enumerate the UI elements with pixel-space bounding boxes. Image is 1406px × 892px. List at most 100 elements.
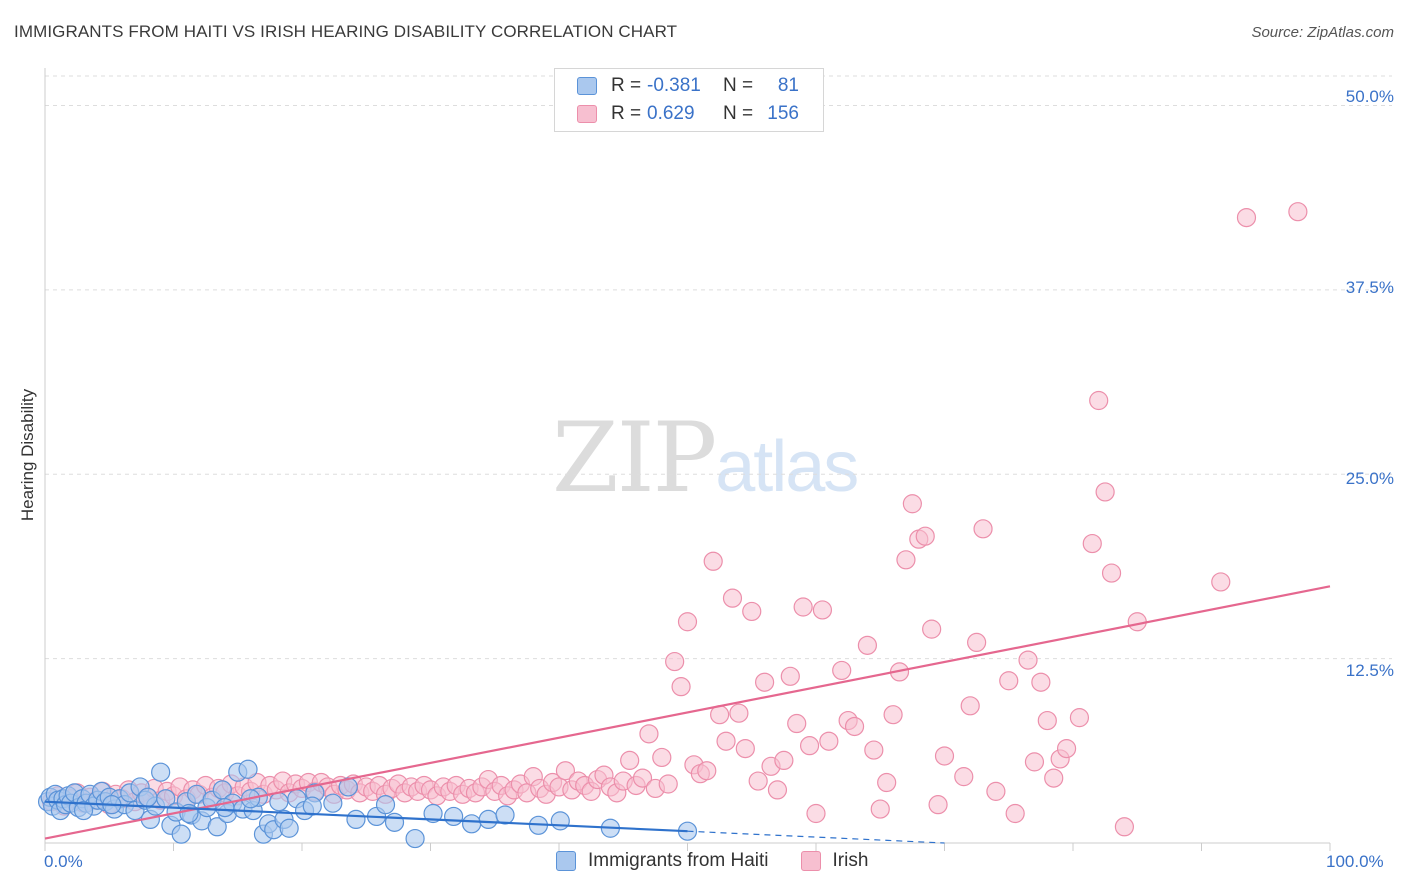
n-value: 156	[767, 103, 799, 124]
irish-point	[639, 724, 659, 744]
irish-point	[1069, 708, 1090, 728]
n-label: N =	[723, 75, 754, 96]
irish-point	[928, 795, 948, 815]
irish-point	[742, 601, 762, 622]
haiti-point	[269, 792, 289, 812]
irish-point	[799, 736, 820, 756]
irish-point	[729, 703, 749, 723]
irish-point	[1024, 752, 1045, 772]
irish-swatch	[800, 851, 821, 871]
y-tick-label: 50.0%	[1345, 87, 1394, 106]
irish-point	[665, 651, 685, 672]
irish-point	[677, 612, 698, 632]
y-tick-label: 12.5%	[1345, 661, 1394, 680]
haiti-swatch	[556, 851, 576, 871]
irish-point	[1114, 817, 1135, 837]
irish-point	[1127, 612, 1147, 632]
irish-point	[967, 632, 987, 653]
irish-point	[774, 750, 794, 771]
irish-point	[1236, 208, 1257, 228]
irish-point	[1031, 672, 1051, 692]
irish-point	[555, 761, 576, 781]
irish-point	[1056, 738, 1077, 759]
irish-point	[844, 716, 865, 737]
legend-row-irish: R = 0.629 N = 156	[577, 102, 799, 126]
irish-point	[986, 781, 1006, 801]
irish-point	[922, 619, 942, 639]
irish-point	[934, 746, 955, 766]
haiti-point	[73, 800, 94, 821]
irish-point	[832, 660, 852, 681]
irish-point	[1005, 803, 1025, 824]
n-value: 81	[777, 75, 799, 96]
series-legend: Immigrants from Haiti Irish	[556, 850, 900, 872]
y-tick-label: 25.0%	[1345, 469, 1394, 488]
haiti-point	[444, 806, 464, 827]
r-label: R =	[611, 75, 642, 96]
irish-point	[819, 731, 839, 751]
watermark-zip: ZIP	[552, 402, 717, 514]
irish-point	[902, 494, 922, 514]
haiti-point	[462, 814, 482, 834]
irish-point	[620, 750, 640, 771]
irish-point	[703, 551, 723, 571]
irish-point	[1211, 572, 1231, 592]
haiti-point	[423, 803, 443, 824]
irish-point	[1037, 710, 1057, 731]
irish-point	[960, 696, 980, 716]
irish-point	[754, 672, 775, 692]
legend-item-haiti[interactable]: Immigrants from Haiti	[556, 850, 769, 872]
irish-point	[748, 771, 768, 791]
haiti-point	[495, 805, 515, 825]
irish-point	[787, 713, 807, 734]
irish-point	[864, 740, 884, 760]
haiti-point	[238, 759, 258, 779]
irish-point	[1018, 650, 1038, 670]
irish-point	[697, 761, 717, 781]
haiti-point	[346, 809, 366, 830]
haiti-point	[323, 793, 343, 813]
haiti-point	[384, 812, 405, 832]
irish-swatch	[577, 105, 597, 123]
chart-title: IMMIGRANTS FROM HAITI VS IRISH HEARING D…	[14, 22, 678, 41]
haiti-point	[405, 828, 425, 849]
irish-point	[954, 767, 974, 787]
irish-point	[716, 731, 736, 751]
haiti-point	[171, 824, 191, 844]
haiti-point	[302, 796, 322, 816]
haiti-trend-extension	[687, 830, 945, 844]
irish-point	[896, 550, 916, 570]
irish-point	[915, 526, 935, 546]
irish-point	[1101, 563, 1122, 583]
irish-point	[812, 600, 833, 620]
watermark: ZIPatlas	[552, 402, 859, 514]
haiti-point	[375, 795, 396, 815]
irish-point	[999, 671, 1019, 691]
irish-point	[1095, 482, 1115, 502]
irish-point	[1288, 202, 1308, 222]
irish-point	[973, 519, 993, 539]
correlation-legend: R = -0.381 N = 81 R = 0.629 N = 156	[554, 68, 824, 132]
irish-point	[1044, 768, 1064, 788]
irish-point	[857, 635, 878, 655]
x-tick-label: 100.0%	[1326, 852, 1384, 871]
irish-point	[870, 799, 890, 819]
legend-item-irish[interactable]: Irish	[800, 850, 869, 872]
haiti-point	[478, 809, 498, 830]
irish-point	[883, 705, 903, 725]
n-label: N =	[723, 103, 754, 124]
haiti-point	[550, 811, 570, 831]
haiti-point	[279, 818, 299, 838]
irish-point	[780, 666, 800, 686]
irish-point	[652, 747, 672, 768]
watermark-atlas: atlas	[715, 427, 859, 507]
source-credit: Source: ZipAtlas.com	[1251, 24, 1394, 41]
r-value: 0.629	[647, 103, 695, 124]
irish-point	[658, 774, 678, 794]
legend-label: Immigrants from Haiti	[588, 850, 769, 871]
legend-label: Irish	[832, 850, 869, 871]
irish-point	[767, 780, 788, 800]
irish-point	[793, 597, 813, 617]
irish-trend-line	[44, 585, 1331, 840]
